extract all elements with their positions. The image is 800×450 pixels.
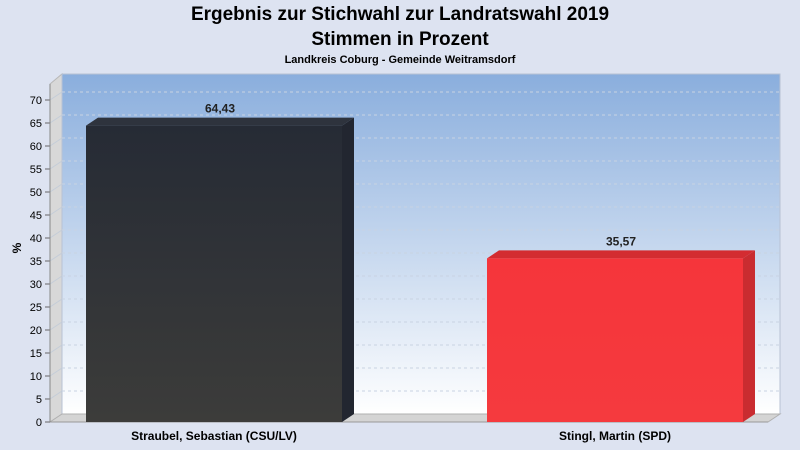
y-tick-label: 0: [36, 417, 42, 429]
chart-title-line2: Stimmen in Prozent: [311, 29, 489, 50]
gridline-depth: [49, 183, 63, 193]
gridline-depth: [49, 229, 63, 239]
data-label: 64,43: [205, 102, 235, 116]
y-tick-label: 40: [30, 233, 42, 245]
gridline-depth: [49, 321, 63, 331]
gridline-depth: [49, 160, 63, 170]
gridline-depth: [49, 91, 63, 101]
x-tick-label: Straubel, Sebastian (CSU/LV): [131, 429, 297, 443]
gridline-depth: [49, 298, 63, 308]
bar-top: [86, 117, 354, 126]
y-tick-label: 50: [30, 187, 42, 199]
y-tick-label: 65: [30, 118, 42, 130]
gridline-depth: [49, 275, 63, 285]
y-tick-label: 45: [30, 210, 42, 222]
bar: [487, 258, 743, 422]
gridline-depth: [49, 137, 63, 147]
y-tick-label: 10: [30, 371, 42, 383]
gridline-depth: [49, 367, 63, 377]
x-tick-label: Stingl, Martin (SPD): [559, 429, 671, 443]
bar: [86, 125, 342, 422]
chart-title: Ergebnis zur Stichwahl zur Landratswahl …: [190, 4, 610, 25]
gridline-depth: [49, 252, 63, 262]
bar-top: [487, 250, 755, 259]
y-tick-label: 20: [30, 325, 42, 337]
y-tick-label: 5: [36, 394, 42, 406]
y-tick-label: 55: [30, 164, 42, 176]
y-tick-label: 30: [30, 279, 42, 291]
chart-subtitle: Landkreis Coburg - Gemeinde Weitramsdorf: [284, 54, 516, 66]
gridline-depth: [49, 114, 63, 124]
gridline-depth: [49, 344, 63, 354]
gridline-depth: [49, 206, 63, 216]
y-axis-label: %: [10, 242, 24, 253]
bar-side: [342, 117, 354, 422]
y-tick-label: 35: [30, 256, 42, 268]
bar-side: [743, 250, 755, 422]
y-tick-label: 60: [30, 141, 42, 153]
y-tick-label: 15: [30, 348, 42, 360]
y-tick-label: 25: [30, 302, 42, 314]
data-label: 35,57: [606, 234, 636, 248]
gridline-depth: [49, 390, 63, 400]
y-tick-label: 70: [30, 95, 42, 107]
